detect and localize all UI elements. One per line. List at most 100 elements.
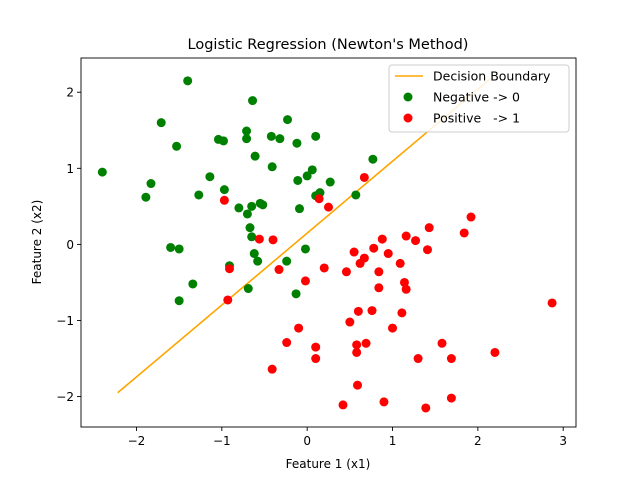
x-tick-label: 0 bbox=[303, 434, 311, 448]
positive-point bbox=[274, 265, 284, 275]
negative-point bbox=[219, 136, 229, 146]
positive-point bbox=[437, 338, 447, 348]
positive-point bbox=[421, 403, 431, 413]
positive-point bbox=[314, 194, 324, 204]
positive-point bbox=[395, 258, 405, 268]
negative-point bbox=[141, 192, 151, 202]
negative-point bbox=[194, 190, 204, 200]
positive-point bbox=[223, 295, 233, 305]
positive-point bbox=[466, 212, 476, 222]
positive-point bbox=[267, 364, 277, 374]
positive-point bbox=[397, 308, 407, 318]
legend-frame bbox=[388, 64, 570, 133]
positive-point bbox=[219, 195, 229, 205]
negative-point bbox=[247, 232, 257, 242]
positive-point bbox=[369, 243, 379, 253]
negative-point bbox=[250, 151, 260, 161]
negative-point bbox=[293, 175, 303, 185]
negative-point bbox=[242, 134, 252, 144]
negative-point bbox=[275, 134, 285, 144]
legend-label-negative: Negative -> 0 bbox=[433, 90, 520, 105]
y-tick-label: −1 bbox=[56, 314, 74, 328]
positive-point bbox=[446, 354, 456, 364]
x-tick-label: −2 bbox=[128, 434, 146, 448]
positive-point bbox=[359, 253, 369, 263]
positive-point bbox=[341, 267, 351, 277]
negative-point bbox=[282, 256, 292, 266]
positive-point bbox=[490, 347, 500, 357]
negative-point bbox=[234, 203, 244, 213]
positive-point bbox=[377, 234, 387, 244]
negative-point bbox=[307, 165, 317, 175]
negative-point bbox=[205, 172, 215, 182]
negative-point bbox=[302, 171, 312, 181]
positive-point bbox=[294, 323, 304, 333]
positive-point bbox=[383, 249, 393, 259]
negative-point bbox=[258, 200, 268, 210]
negative-point bbox=[283, 115, 293, 125]
x-tick-label: 2 bbox=[474, 434, 482, 448]
negative-point bbox=[249, 249, 259, 259]
positive-point bbox=[367, 306, 377, 316]
y-tick-label: −2 bbox=[56, 390, 74, 404]
negative-point bbox=[156, 118, 166, 128]
plot-frame bbox=[80, 57, 577, 428]
positive-point bbox=[361, 338, 371, 348]
negative-point bbox=[291, 289, 301, 299]
positive-point bbox=[324, 202, 333, 212]
positive-point bbox=[401, 284, 411, 294]
y-tick-label: 2 bbox=[66, 86, 74, 100]
positive-point bbox=[268, 235, 278, 245]
positive-point bbox=[282, 338, 292, 348]
negative-point bbox=[266, 131, 276, 141]
chart-title: Logistic Regression (Newton's Method) bbox=[188, 37, 469, 53]
positive-point bbox=[225, 264, 234, 274]
negative-point bbox=[188, 279, 198, 289]
negative-point bbox=[242, 209, 252, 219]
negative-point bbox=[219, 185, 229, 195]
positive-point bbox=[319, 263, 329, 273]
positive-point bbox=[311, 354, 321, 364]
negative-point bbox=[174, 296, 184, 306]
negative-point bbox=[97, 167, 107, 177]
negative-point bbox=[146, 179, 156, 189]
negative-point bbox=[351, 190, 361, 200]
positive-point bbox=[401, 231, 411, 241]
negative-point bbox=[292, 138, 302, 148]
negative-point bbox=[247, 201, 257, 211]
x-axis-label: Feature 1 (x1) bbox=[286, 457, 371, 471]
x-tick-label: −1 bbox=[213, 434, 231, 448]
legend-label-positive: Positive -> 1 bbox=[433, 111, 520, 126]
positive-point bbox=[388, 323, 398, 333]
positive-point bbox=[423, 245, 432, 255]
positive-point bbox=[547, 298, 557, 308]
chart-marks bbox=[97, 76, 557, 413]
positive-point bbox=[349, 247, 359, 257]
y-tick-label: 1 bbox=[66, 162, 74, 176]
y-tick-label: 0 bbox=[66, 238, 74, 252]
positive-point bbox=[413, 354, 423, 364]
negative-point bbox=[368, 154, 378, 164]
positive-point bbox=[353, 306, 363, 316]
positive-point bbox=[254, 234, 264, 244]
positive-point bbox=[446, 393, 456, 403]
positive-point bbox=[300, 276, 310, 286]
positive-point bbox=[399, 277, 409, 287]
x-tick-label: 1 bbox=[389, 434, 397, 448]
positive-point bbox=[411, 236, 421, 246]
x-tick-label: 3 bbox=[559, 434, 567, 448]
negative-point bbox=[172, 141, 182, 151]
positive-point bbox=[374, 283, 384, 293]
negative-point bbox=[174, 244, 184, 254]
negative-point bbox=[166, 242, 176, 252]
legend-label-decision-boundary: Decision Boundary bbox=[433, 69, 551, 84]
positive-point bbox=[374, 267, 384, 277]
negative-point bbox=[245, 223, 255, 233]
positive-point bbox=[353, 380, 363, 390]
positive-point bbox=[338, 400, 348, 410]
legend-positive-swatch bbox=[403, 113, 413, 123]
negative-point bbox=[300, 244, 310, 254]
y-axis-label: Feature 2 (x2) bbox=[30, 200, 44, 285]
negative-point bbox=[325, 177, 335, 187]
